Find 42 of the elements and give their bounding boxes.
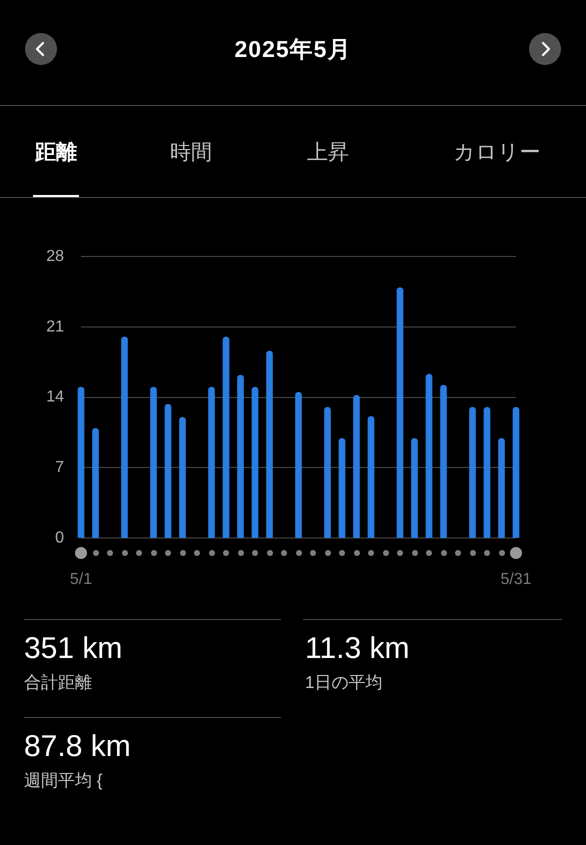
- text: カロリー: [454, 140, 540, 166]
- x-tick-label: 5/31: [500, 571, 532, 588]
- text: 87.8 km: [24, 729, 131, 765]
- bar: [295, 392, 302, 538]
- bar: [78, 386, 84, 538]
- bar: [498, 438, 505, 538]
- bar: [208, 386, 215, 538]
- bar: [353, 394, 360, 538]
- bar: [396, 287, 404, 538]
- bar: [426, 374, 432, 538]
- bar: [469, 407, 476, 538]
- bar: [179, 417, 186, 538]
- text: 週間平均 {: [24, 770, 102, 792]
- bar: [324, 407, 331, 538]
- text: 上昇: [307, 140, 349, 166]
- x-tick-label: 5/1: [70, 571, 92, 588]
- y-tick-label: 28: [46, 248, 64, 266]
- text: 距離: [35, 140, 77, 166]
- bar: [92, 428, 99, 538]
- y-tick-label: 0: [55, 529, 64, 546]
- text: 合計距離: [24, 672, 92, 694]
- chart-title: 2025年5月: [234, 35, 352, 64]
- y-tick-label: 14: [46, 388, 64, 406]
- bar: [266, 350, 273, 538]
- bar: [512, 407, 520, 538]
- text: 11.3 km: [305, 631, 410, 667]
- bar: [368, 416, 374, 538]
- bar: [252, 386, 258, 538]
- y-tick-label: 21: [46, 318, 64, 336]
- bar: [237, 374, 244, 538]
- bar: [164, 404, 172, 538]
- bar: [411, 438, 418, 538]
- bar: [338, 438, 346, 538]
- y-tick-label: 7: [55, 459, 64, 476]
- text: 351 km: [24, 631, 122, 667]
- text: 時間: [170, 140, 212, 166]
- bar: [484, 407, 490, 538]
- text: 1日の平均: [305, 672, 382, 694]
- bar: [222, 336, 230, 538]
- bar: [150, 386, 157, 538]
- bar: [440, 384, 447, 538]
- bar: [121, 336, 128, 538]
